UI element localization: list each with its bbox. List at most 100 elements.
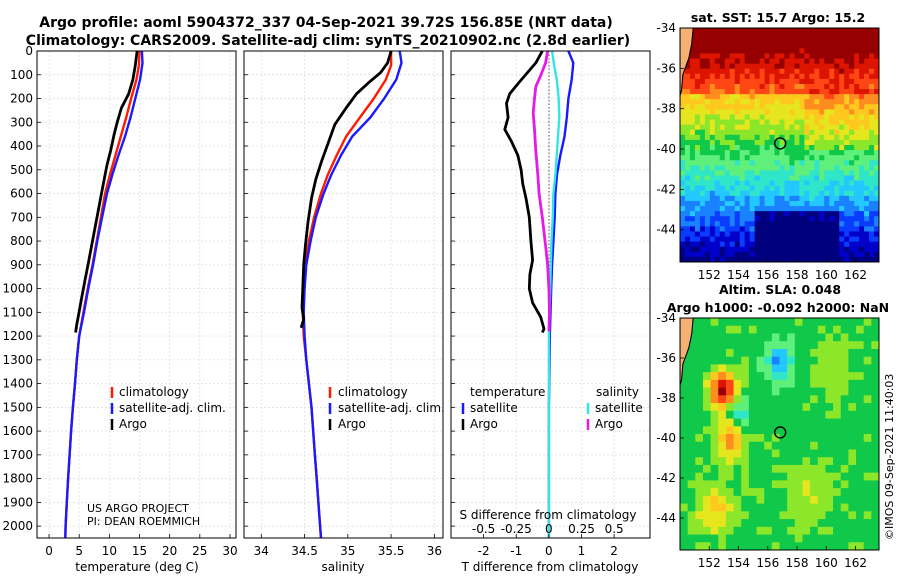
heatmap-cell [859,216,865,222]
heatmap-cell [694,256,701,262]
heatmap-cell [804,246,810,253]
heatmap-cell [814,78,820,85]
heatmap-cell [844,58,850,65]
heatmap-cell [840,356,849,365]
heatmap-cell [810,379,819,389]
heatmap-cell [874,175,879,182]
heatmap-cell [710,519,719,528]
heatmap-cell [739,53,746,60]
x-tick-label: 10 [102,544,117,558]
heatmap-cell [684,63,691,70]
heatmap-cell [739,165,746,172]
heatmap-cell [687,410,696,420]
heatmap-cell [710,325,719,335]
heatmap-cell [874,73,879,80]
heatmap-cell [799,78,805,85]
heatmap-cell [749,119,756,126]
heatmap-cell [819,216,825,222]
heatmap-cell [824,170,830,177]
heatmap-cell [749,165,756,172]
heatmap-cell [749,216,756,222]
heatmap-cell [849,185,855,192]
heatmap-cell [825,387,834,396]
map-lon-tick-label: 152 [698,556,721,570]
heatmap-cell [741,542,750,550]
heatmap-cell [869,68,875,75]
heatmap-cell [874,256,879,262]
heatmap-cell [724,83,731,90]
heatmap-cell [754,134,761,141]
heatmap-cell [844,129,850,136]
heatmap-cell [863,395,872,404]
heatmap-cell [771,542,781,550]
heatmap-cell [756,480,765,489]
heatmap-cell [814,139,820,146]
heatmap-cell [756,511,765,520]
heatmap-cell [699,58,706,65]
heatmap-cell [680,236,686,243]
heatmap-cell [764,495,773,505]
sst-map: sat. SST: 15.7 Argo: 15.2 -34-36-38-40-4… [656,10,880,282]
heatmap-cell [834,206,840,212]
heatmap-cell [799,73,805,80]
heatmap-cell [856,480,865,489]
heatmap-cell [833,410,842,420]
heatmap-cell [844,78,850,85]
heatmap-cell [756,434,765,443]
heatmap-cell [874,119,879,126]
heatmap-cell [833,418,842,427]
heatmap-cell [802,356,811,365]
heatmap-cell [871,403,879,412]
heatmap-cell [825,457,834,466]
heatmap-cell [840,318,849,327]
heatmap-cell [734,134,741,141]
heatmap-cell [779,195,786,202]
heatmap-cell [787,410,796,420]
heatmap-cell [794,175,800,182]
heatmap-cell [684,114,691,121]
heatmap-cell [719,206,726,212]
heatmap-cell [741,403,750,412]
heatmap-cell [829,139,835,146]
heatmap-cell [799,53,805,60]
x-tick-label: 34 [254,544,269,558]
heatmap-cell [856,348,865,358]
heatmap-cell [689,160,696,166]
heatmap-cell [774,200,781,207]
heatmap-cell [769,89,776,95]
heatmap-cell [871,372,879,381]
heatmap-cell [819,185,825,192]
heatmap-cell [714,241,721,248]
heatmap-cell [784,246,791,253]
heatmap-cell [833,426,842,435]
heatmap-cell [704,43,711,49]
heatmap-cell [809,94,815,100]
heatmap-cell [749,195,756,202]
heatmap-cell [769,226,776,233]
heatmap-cell [794,89,800,95]
heatmap-cell [748,348,758,358]
heatmap-cell [829,129,835,136]
heatmap-cell [794,38,800,44]
heatmap-cell [856,488,865,497]
heatmap-cell [863,403,872,412]
heatmap-cell [689,231,696,238]
heatmap-cell [779,211,786,217]
heatmap-cell [829,185,835,192]
heatmap-cell [739,63,746,70]
heatmap-cell [714,206,721,212]
heatmap-cell [734,33,741,39]
heatmap-cell [744,195,751,202]
heatmap-cell [794,180,800,187]
heatmap-cell [759,114,766,121]
sla-map-frame [679,317,880,551]
heatmap-cell [718,449,727,458]
heatmap-cell [756,364,765,373]
heatmap-cell [694,216,701,222]
heatmap-cell [709,73,716,80]
heatmap-cell [684,236,691,243]
heatmap-cell [856,511,865,520]
heatmap-cell [725,519,735,528]
heatmap-cell [834,48,840,55]
difference-series [503,50,575,538]
